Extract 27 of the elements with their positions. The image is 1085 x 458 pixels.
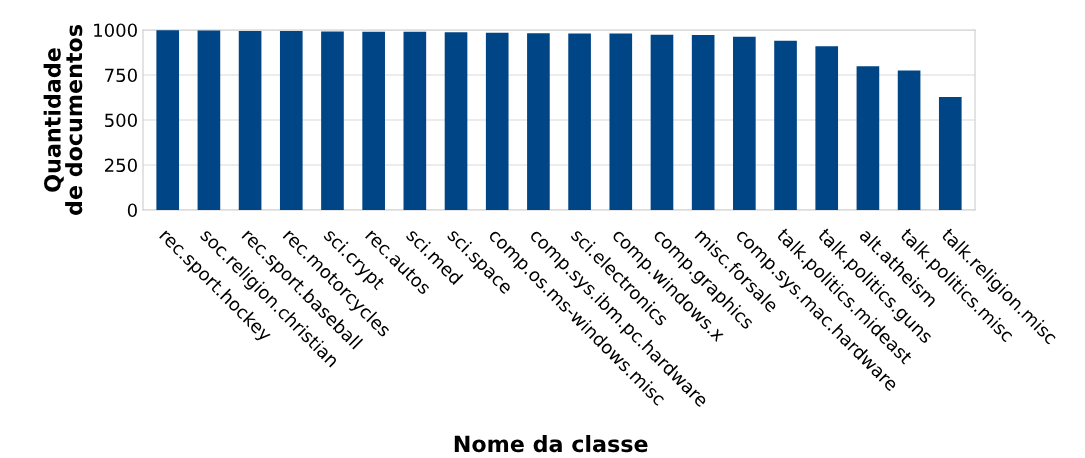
bar [403,31,427,210]
bar [485,32,509,210]
y-tick-label: 1000 [94,23,137,38]
bar [279,31,303,210]
y-tick-label: 0 [127,203,137,218]
bar [733,36,756,210]
x-axis-title: Nome da classe [454,435,648,453]
bar [609,33,633,210]
bar [691,35,715,210]
bar [444,32,468,210]
y-tick-label: 750 [105,68,137,83]
bar [527,33,550,210]
bar [650,34,674,210]
bar [238,31,262,210]
bar [815,46,839,210]
bar [156,30,180,210]
y-tick-label: 500 [105,113,137,128]
bar [938,96,962,210]
bar [774,40,797,210]
bar [568,33,591,210]
bar [362,31,385,210]
bar [897,70,921,210]
bar [321,31,344,210]
bar [856,66,880,210]
y-axis-title: Quantidade de documentos [43,25,83,216]
bar [197,30,221,210]
y-tick-label: 250 [105,158,137,173]
